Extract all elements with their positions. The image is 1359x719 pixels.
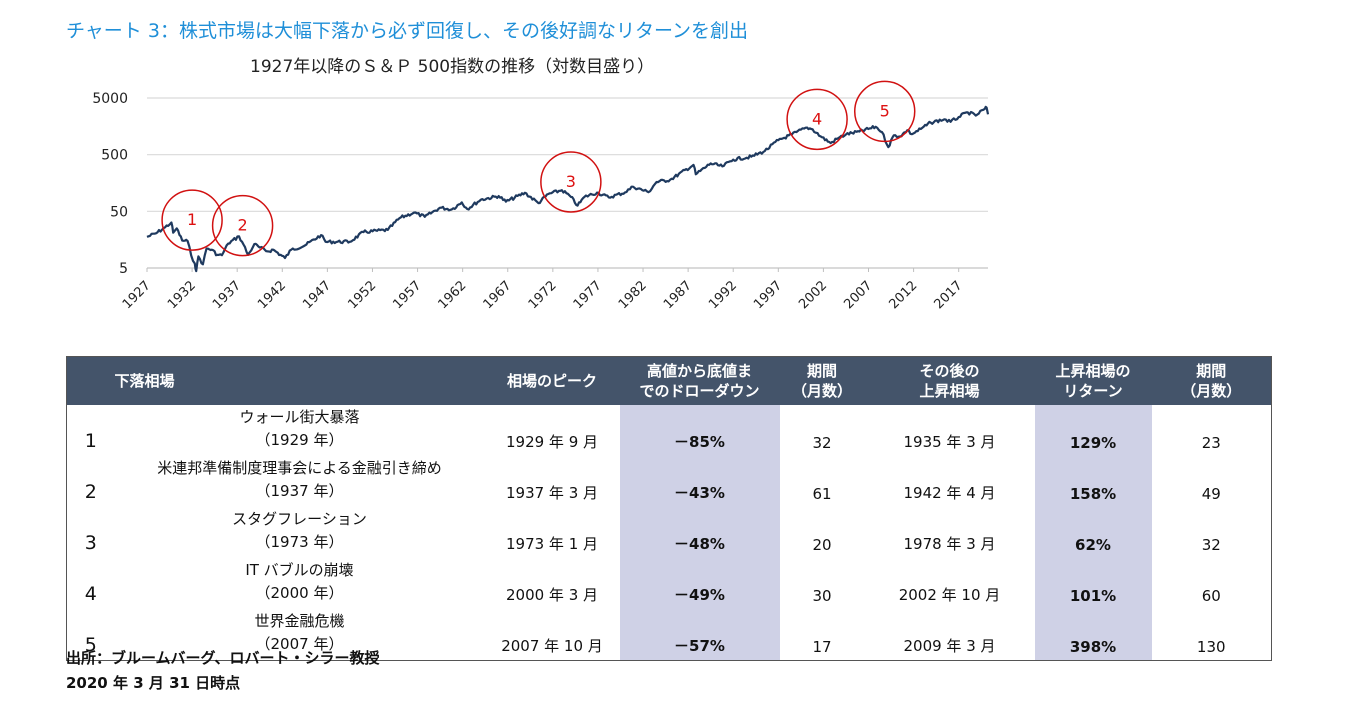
chart-title: チャート 3：株式市場は大幅下落から必ず回復し、その後好調なリターンを創出	[66, 20, 748, 42]
rally-return: 158%	[1034, 456, 1152, 507]
event-marker-label: 2	[238, 216, 248, 235]
x-tick-label: 1962	[435, 278, 469, 312]
sp500-series-line	[146, 105, 990, 273]
duration-months: 30	[812, 587, 832, 605]
x-tick-label: 2002	[796, 278, 830, 312]
x-tick-label: 1927	[120, 278, 154, 312]
drawdown-value: －48%	[619, 507, 780, 558]
drawdown-value: －85%	[619, 405, 780, 456]
drawdown-table: 下落相場 相場のピーク 高値から底値ま でのドローダウン 期間 （月数） その後の上…	[66, 356, 1272, 661]
event-marker-circle	[853, 80, 916, 143]
rally-months: 23	[1201, 434, 1221, 452]
x-tick-label: 1947	[300, 278, 334, 312]
x-tick-label: 1987	[661, 278, 695, 312]
x-tick-label: 2017	[932, 278, 966, 312]
rally-return: 398%	[1034, 609, 1152, 661]
x-tick-label: 1937	[210, 278, 244, 312]
header-peak: 相場のピーク	[484, 356, 620, 405]
peak-date: 1929 年 9 月	[505, 433, 599, 451]
header-duration: 期間 （月数）	[779, 356, 865, 405]
source-note: 出所：ブルームバーグ、ロバート・シラー教授	[66, 649, 380, 667]
event-marker-label: 5	[880, 101, 890, 120]
x-tick-label: 1972	[526, 278, 560, 312]
header-rally-duration: 期間 （月数）	[1151, 356, 1272, 405]
drawdown-value: －43%	[619, 456, 780, 507]
rally-date: 1978 年 3 月	[903, 535, 996, 553]
rally-months: 32	[1201, 536, 1221, 554]
table-row: 2 米連邦準備制度理事会による金融引き締め （1937 年） 1937 年 3 月…	[67, 456, 1272, 507]
duration-months: 17	[812, 638, 832, 656]
drawdown-value: －49%	[619, 558, 780, 609]
bear-market-name: ウォール街大暴落 （1929 年）	[239, 408, 360, 449]
row-number: 3	[84, 532, 97, 554]
x-tick-label: 1967	[481, 278, 515, 312]
peak-date: 1937 年 3 月	[505, 484, 599, 502]
rally-months: 130	[1196, 638, 1226, 656]
event-marker-circle	[540, 151, 602, 213]
x-tick-label: 1942	[255, 278, 289, 312]
header-num	[66, 356, 115, 405]
x-tick-label: 1992	[706, 278, 740, 312]
table-header-row: 下落相場 相場のピーク 高値から底値ま でのドローダウン 期間 （月数） その後の上…	[66, 356, 1272, 405]
row-number: 1	[84, 430, 97, 452]
x-tick-label: 1982	[616, 278, 650, 312]
rally-return: 129%	[1034, 405, 1152, 456]
header-rally-return: 上昇相場の リターン	[1034, 356, 1152, 405]
y-tick-label: 5000	[92, 91, 128, 107]
duration-months: 32	[812, 434, 832, 452]
y-tick-label: 500	[101, 148, 128, 164]
chart-subtitle: 1927年以降のＳ＆Ｐ 500指数の推移（対数目盛り）	[250, 57, 655, 77]
x-tick-label: 2007	[841, 278, 875, 312]
y-tick-label: 5	[119, 261, 128, 277]
table-row: 3 スタグフレーション （1973 年） 1973 年 1 月 －48% 20 1…	[67, 507, 1272, 558]
header-bear-market: 下落相場	[114, 356, 485, 405]
header-subsequent-rally: その後の 上昇相場	[864, 356, 1035, 405]
x-tick-label: 1957	[390, 278, 424, 312]
x-tick-label: 2012	[886, 278, 920, 312]
header-drawdown: 高値から底値ま でのドローダウン	[619, 356, 780, 405]
event-marker-circle	[211, 194, 274, 257]
rally-date: 1942 年 4 月	[903, 484, 996, 502]
bear-market-name: 米連邦準備制度理事会による金融引き締め （1937 年）	[157, 459, 442, 500]
row-number: 5	[84, 634, 97, 656]
drawdown-value: －57%	[619, 609, 780, 661]
table-row: 1 ウォール街大暴落 （1929 年） 1929 年 9 月 －85% 32 19…	[67, 405, 1272, 456]
x-tick-label: 1977	[571, 278, 605, 312]
x-tick-label: 1952	[345, 278, 379, 312]
event-marker-label: 1	[187, 210, 197, 229]
rally-date: 1935 年 3 月	[903, 433, 996, 451]
bear-market-name: スタグフレーション （1973 年）	[232, 510, 367, 551]
x-tick-label: 1932	[165, 278, 199, 312]
date-note: 2020 年 3 月 31 日時点	[66, 674, 241, 692]
table-row: 4 IT バブルの崩壊 （2000 年） 2000 年 3 月 －49% 30 2…	[67, 558, 1272, 609]
rally-return: 62%	[1034, 507, 1152, 558]
y-tick-label: 50	[110, 204, 128, 220]
sp500-line-chart: 5 50 500 5000 1927 1932 1937 1942 1947 1952 1957 19…	[92, 80, 990, 312]
bear-market-name: IT バブルの崩壊 （2000 年）	[245, 561, 354, 602]
bear-market-name: 世界金融危機 （2007 年）	[254, 612, 345, 653]
table-row: 5 世界金融危機 （2007 年） 2007 年 10 月 －57% 17 200…	[67, 609, 1272, 661]
peak-date: 2007 年 10 月	[501, 637, 603, 655]
x-tick-label: 1997	[751, 278, 785, 312]
row-number: 4	[84, 583, 97, 605]
duration-months: 61	[812, 485, 832, 503]
event-marker-label: 4	[812, 109, 822, 128]
row-number: 2	[84, 481, 97, 503]
event-marker-circle	[786, 88, 848, 151]
peak-date: 2000 年 3 月	[505, 586, 599, 604]
rally-months: 49	[1201, 485, 1221, 503]
event-marker-circle	[161, 189, 223, 251]
peak-date: 1973 年 1 月	[505, 535, 599, 553]
rally-date: 2009 年 3 月	[903, 637, 996, 655]
event-marker-label: 3	[566, 172, 576, 191]
rally-return: 101%	[1034, 558, 1152, 609]
rally-months: 60	[1201, 587, 1221, 605]
duration-months: 20	[812, 536, 832, 554]
rally-date: 2002 年 10 月	[898, 586, 1001, 604]
